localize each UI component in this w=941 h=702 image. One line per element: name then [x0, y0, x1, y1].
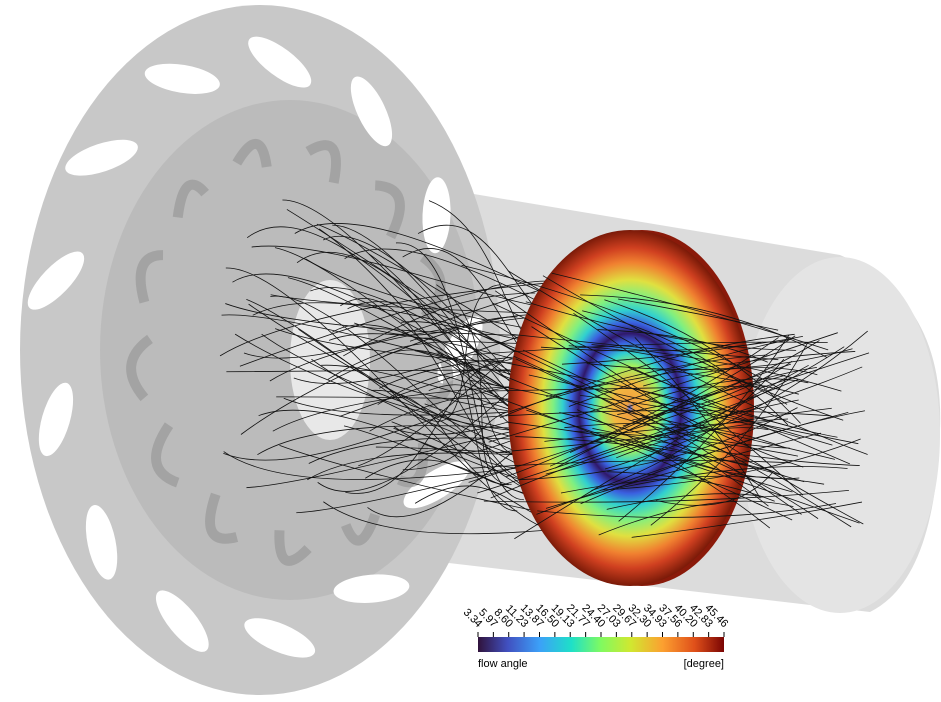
housing-inner — [100, 100, 480, 600]
colorbar-unit: [degree] — [684, 658, 724, 670]
visualization: 3.345.978.6011.2313.8716.5019.1321.7724.… — [0, 0, 941, 702]
colorbar-ticks: 3.345.978.6011.2313.8716.5019.1321.7724.… — [461, 602, 731, 637]
hub — [290, 280, 370, 440]
colorbar — [478, 637, 724, 652]
colorbar-title: flow angle — [478, 658, 528, 670]
cylinder-end — [740, 257, 940, 613]
